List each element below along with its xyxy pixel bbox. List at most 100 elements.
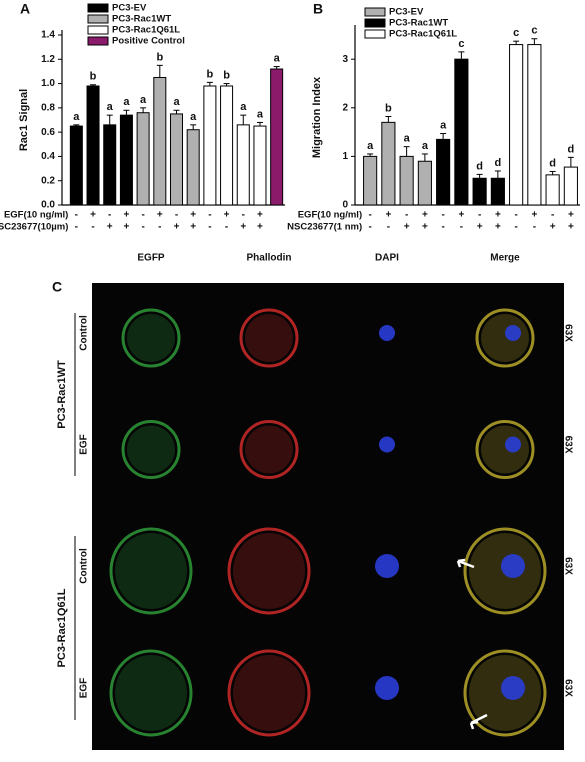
- arrow: [456, 558, 475, 569]
- treatment-sign: -: [75, 210, 78, 221]
- treatment-sign: -: [551, 210, 554, 221]
- bar: [153, 77, 167, 206]
- bar: [490, 177, 505, 206]
- group-label: PC3-Rac1Q61L: [56, 588, 68, 667]
- treatment-sign: -: [158, 222, 161, 233]
- cell-signal: [475, 308, 535, 368]
- treatment-sign: -: [478, 210, 481, 221]
- y-tick-label: 1.4: [41, 30, 55, 41]
- treatment-sign: -: [405, 210, 408, 221]
- treatment-sign: -: [208, 210, 211, 221]
- significance-letter: a: [257, 108, 264, 120]
- treatment-sign: +: [495, 210, 501, 221]
- bar: [436, 138, 451, 206]
- significance-letter: c: [531, 25, 537, 37]
- bar: [509, 44, 524, 206]
- treatment-sign: -: [75, 222, 78, 233]
- treatment-sign: -: [208, 222, 211, 233]
- treatment-sign: -: [225, 222, 228, 233]
- treatment-sign: +: [458, 210, 464, 221]
- group-label: PC3-Rac1WT: [56, 360, 68, 429]
- bar: [545, 174, 560, 206]
- cell-signal: [245, 314, 293, 362]
- treatment-sign: -: [242, 210, 245, 221]
- micrograph: [92, 383, 210, 506]
- y-tick-label: 2: [342, 102, 348, 113]
- treatment-sign: +: [224, 210, 230, 221]
- cell-signal: [127, 425, 175, 474]
- treatment-sign: -: [387, 222, 390, 233]
- legend-swatch: [364, 29, 386, 39]
- legend-label: PC3-Rac1Q61L: [112, 25, 180, 36]
- significance-letter: d: [495, 157, 502, 169]
- bar: [527, 44, 542, 206]
- bar: [236, 124, 250, 206]
- cell-signal: [463, 649, 547, 737]
- magnification: 63X: [562, 324, 573, 342]
- nucleus: [501, 676, 525, 700]
- magnification: 63X: [562, 557, 573, 575]
- arrow: [469, 713, 488, 730]
- legend-swatch: [364, 18, 386, 28]
- y-tick-label: 1: [342, 151, 348, 162]
- y-tick-label: 0.8: [41, 102, 55, 113]
- y-tick-label: 0: [342, 200, 348, 211]
- significance-letter: d: [549, 157, 556, 169]
- treatment-sign: +: [422, 210, 428, 221]
- significance-letter: b: [156, 51, 163, 63]
- treatment-label: EGF(10 ng/ml): [4, 210, 68, 221]
- treatment-sign: +: [531, 210, 537, 221]
- cell-signal: [127, 314, 175, 362]
- legend-label: PC3-Rac1WT: [112, 14, 171, 25]
- bar: [86, 85, 100, 206]
- y-tick-label: 0.0: [41, 200, 55, 211]
- bar: [119, 114, 133, 206]
- treatment-sign: +: [174, 222, 180, 233]
- treatment-sign: +: [422, 222, 428, 233]
- treatment-sign: +: [240, 222, 246, 233]
- cell-signal: [115, 533, 187, 609]
- y-axis-label: Migration Index: [311, 76, 323, 158]
- treatment-sign: -: [141, 222, 144, 233]
- cell-signal: [121, 420, 181, 479]
- treatment-label: NSC23677(1 nm): [287, 222, 362, 233]
- nucleus: [505, 325, 521, 341]
- treatment-sign: -: [441, 222, 444, 233]
- treatment-sign: +: [107, 222, 113, 233]
- treatment-sign: +: [568, 210, 574, 221]
- treatment-sign: -: [514, 222, 517, 233]
- significance-letter: a: [367, 140, 374, 152]
- treatment-sign: +: [124, 222, 130, 233]
- column-header: EGFP: [137, 253, 165, 264]
- y-axis-label: Rac1 Signal: [18, 89, 30, 151]
- significance-letter: a: [140, 94, 147, 106]
- bar: [220, 85, 234, 206]
- treatment-sign: +: [257, 222, 263, 233]
- significance-letter: c: [513, 27, 519, 39]
- legend-label: PC3-Rac1WT: [389, 18, 448, 29]
- cell-signal: [227, 527, 311, 615]
- legend-label: PC3-EV: [112, 3, 147, 14]
- legend-swatch: [87, 14, 109, 24]
- cell-signal: [245, 425, 293, 474]
- treatment-sign: +: [495, 222, 501, 233]
- row-label: Control: [79, 548, 90, 584]
- treatment-sign: +: [385, 210, 391, 221]
- treatment-sign: -: [108, 210, 111, 221]
- significance-letter: b: [90, 71, 97, 83]
- significance-letter: a: [173, 96, 180, 108]
- treatment-sign: +: [90, 210, 96, 221]
- row-label: EGF: [79, 434, 90, 455]
- cell-signal: [121, 308, 181, 368]
- significance-letter: a: [107, 101, 114, 113]
- bar: [253, 125, 267, 206]
- significance-letter: d: [568, 143, 575, 155]
- cell-signal: [475, 420, 535, 479]
- y-tick-label: 1.2: [41, 54, 55, 65]
- bar: [563, 166, 578, 206]
- treatment-sign: +: [124, 210, 130, 221]
- nucleus: [375, 676, 399, 700]
- cell-signal: [109, 527, 193, 615]
- bar: [472, 177, 487, 206]
